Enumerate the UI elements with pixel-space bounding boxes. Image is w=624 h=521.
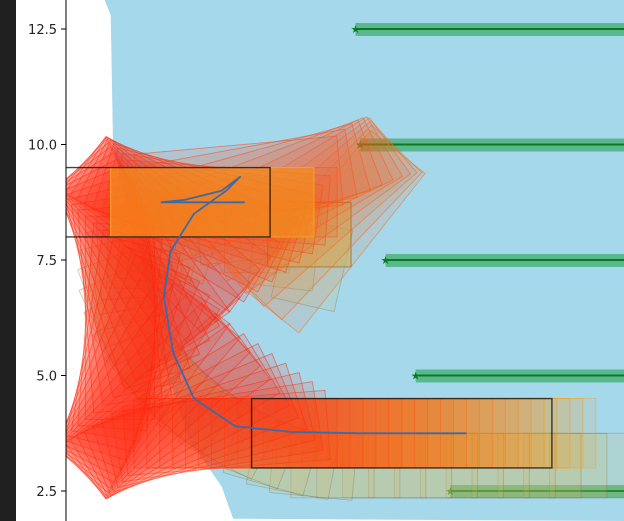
goal-marker: ★: [411, 370, 421, 383]
trailer-footprint: [176, 383, 282, 481]
goal-marker: ★: [381, 254, 391, 267]
car-footprint: [144, 128, 358, 235]
car-footprint: [76, 137, 290, 293]
car-footprint: [111, 381, 324, 483]
car-footprint: [66, 146, 231, 354]
free-space-region: [104, 0, 624, 521]
trailer-footprint: [393, 432, 478, 499]
trailer-footprint: [471, 432, 556, 499]
car-footprint: [70, 193, 173, 407]
car-footprint: [204, 117, 412, 295]
trailer-footprint: [267, 201, 352, 268]
car-footprint: [70, 229, 173, 443]
car-footprint: [191, 116, 404, 282]
start-pose-outline: [250, 397, 553, 469]
car-footprint: [101, 147, 316, 264]
car-footprint: [69, 135, 281, 303]
car-footprint: [66, 142, 241, 344]
car-footprint: [66, 237, 182, 453]
car-footprint: [66, 139, 251, 334]
car-footprint: [91, 362, 308, 493]
y-tick-label: 2.5: [36, 485, 57, 500]
trailer-footprint: [267, 201, 352, 268]
car-footprint: [76, 342, 290, 499]
goal-marker: ★: [355, 139, 365, 152]
goal-marker: ★: [445, 485, 455, 498]
trailer-footprint: [270, 215, 354, 313]
trailer-footprint: [78, 262, 174, 367]
trailer-footprint: [549, 432, 624, 499]
y-tick-label: 7.5: [36, 254, 57, 269]
trailer-footprint: [497, 432, 582, 499]
window-edge-bar: [0, 0, 16, 521]
goal-marker: ★: [351, 23, 361, 36]
car-footprint: [66, 165, 201, 382]
trailer-footprint: [245, 419, 341, 500]
car-footprint: [83, 139, 299, 283]
trailer-footprint: [267, 201, 352, 268]
trailer-footprint: [223, 188, 291, 274]
car-footprint: [101, 372, 316, 489]
planned-path: [160, 175, 467, 435]
trailer-footprint: [267, 201, 352, 268]
end-pose-outline: [66, 166, 271, 238]
y-tick-label: 5.0: [36, 370, 57, 385]
trailer-footprint: [155, 367, 262, 469]
y-tick-label: 10.0: [28, 139, 57, 154]
y-tick-label: 12.5: [28, 23, 57, 38]
trailer-footprint: [419, 432, 504, 499]
trailer-footprint: [267, 201, 352, 268]
